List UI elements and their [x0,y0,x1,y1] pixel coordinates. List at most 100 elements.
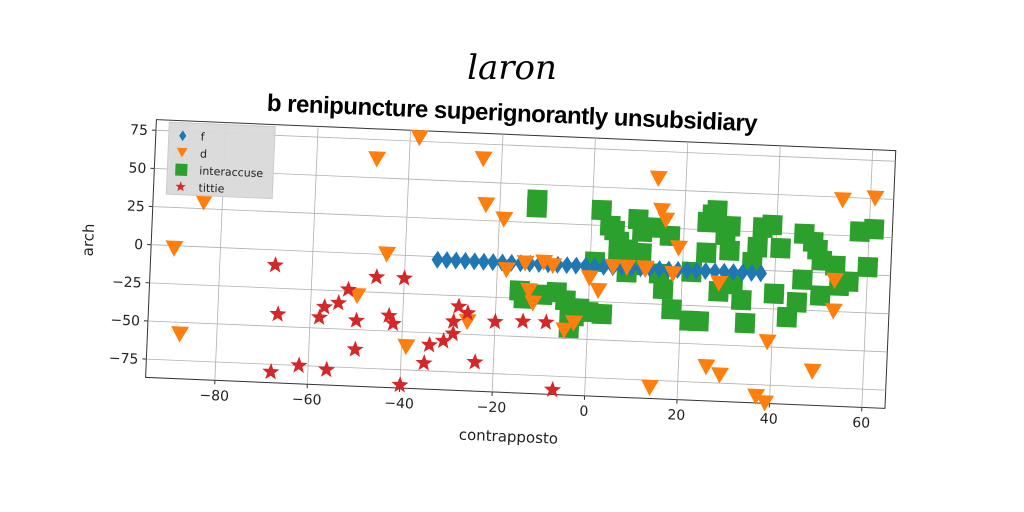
point-d [580,269,599,287]
point-interaccuse [838,271,860,292]
point-interaccuse [761,214,783,236]
legend-marker-tittie [175,181,186,192]
point-d [641,379,660,396]
legend-box [165,121,276,200]
point-tittie [415,354,433,371]
point-interaccuse [730,289,752,311]
point-interaccuse [857,256,879,278]
point-tittie [339,280,357,298]
point-d [497,261,516,279]
point-d [649,170,668,187]
point-tittie [380,306,398,324]
y-gridline [154,168,894,200]
point-d [747,388,766,405]
point-d [756,394,775,412]
point-tittie [444,324,462,342]
point-tittie [391,375,409,393]
point-d [524,295,543,312]
legend-marker-interaccuse [175,163,188,176]
point-tittie [543,380,562,398]
point-interaccuse [720,215,741,237]
point-f [653,260,666,279]
legend-label-f: f [200,131,206,144]
y-tick-label: −25 [112,274,142,291]
point-f [477,252,490,271]
point-d [803,363,822,380]
legend-marker-d [176,147,188,158]
point-d [826,272,845,289]
point-interaccuse [591,199,613,221]
point-interaccuse [809,285,831,307]
point-interaccuse [763,283,785,305]
point-d [368,151,387,168]
point-tittie [384,314,402,332]
y-gridline [155,129,896,162]
x-tick-label: 0 [579,404,589,420]
point-f [450,251,463,270]
point-f [560,256,573,275]
point-tittie [459,303,477,321]
point-d [171,326,190,343]
point-interaccuse [722,273,744,295]
point-d [670,240,689,257]
point-interaccuse [719,240,740,262]
point-d [555,322,574,339]
point-d [535,254,554,271]
point-tittie [269,305,287,322]
point-f [736,263,749,282]
point-d [589,282,608,299]
point-f [699,262,712,280]
point-d [657,212,676,229]
point-d [348,287,367,305]
plot-root: −80 −60 −40 −20 0 20 40 60 −75 −50 −25 0 25 50 75 cont… [79,119,897,448]
header-text: laron [467,48,557,88]
point-tittie [420,335,439,353]
x-tick-label: −80 [199,388,229,405]
x-tick-label: 20 [667,407,685,424]
point-interaccuse [791,269,813,291]
legend-label-interaccuse: interaccuse [199,164,264,180]
legend-marker-f [179,130,187,142]
point-d [710,275,729,292]
point-d [697,358,716,376]
y-tick-label: −75 [108,351,138,368]
point-interaccuse [770,237,791,259]
point-tittie [290,356,308,374]
point-f [690,261,703,280]
point-d [758,333,777,351]
point-tittie [310,308,329,325]
point-f [431,250,444,269]
point-d [495,211,514,228]
point-d [653,202,672,220]
point-tittie [395,269,413,286]
point-tittie [434,331,453,349]
point-d [474,150,493,168]
x-gridline [769,145,781,404]
point-f [440,251,453,270]
point-d [664,265,683,283]
x-tick-label: 60 [852,415,870,432]
point-f [754,264,767,283]
point-tittie [445,312,463,330]
point-d [636,261,655,278]
point-interaccuse [631,242,652,264]
point-d [195,194,214,211]
y-tick-label: 50 [128,160,146,177]
point-d [866,190,885,207]
y-tick-label: 0 [134,237,144,253]
point-tittie [486,312,504,330]
x-tick-label: −60 [292,392,322,409]
x-tick-label: −20 [476,399,506,416]
point-d [834,191,853,209]
point-interaccuse [786,291,808,313]
y-axis-label: arch [79,223,98,257]
legend-label-d: d [200,147,208,160]
point-interaccuse [661,298,682,320]
y-tick-label: 25 [127,198,145,215]
point-d [378,246,397,263]
point-tittie [368,268,386,285]
point-d [410,129,429,147]
ticks: −80 −60 −40 −20 0 20 40 60 −75 −50 −25 0 25 50 75 [108,122,870,432]
point-tittie [266,256,284,273]
